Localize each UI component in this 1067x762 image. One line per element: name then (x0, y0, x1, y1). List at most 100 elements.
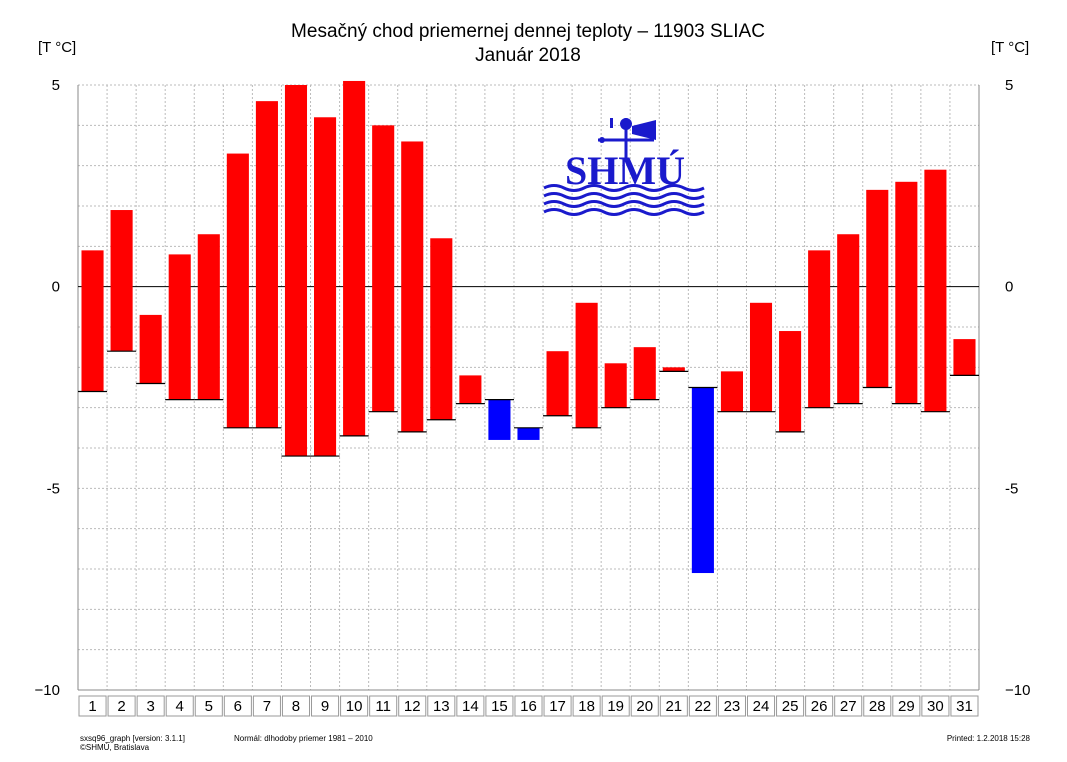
y-tick-label-left: 0 (52, 279, 60, 296)
day-label: 25 (782, 698, 799, 715)
y-axis-label-right: [T °C] (991, 39, 1029, 56)
day-label: 9 (321, 698, 329, 715)
bar-day-4 (168, 254, 191, 400)
y-tick-label-right: 0 (1005, 279, 1013, 296)
day-box (165, 695, 194, 717)
day-box (688, 695, 717, 717)
bar-day-13 (430, 238, 453, 420)
footer-version: sxsq96_graph [version: 3.1.1] (80, 734, 185, 743)
chart-title: Mesačný chod priemernej dennej teploty –… (291, 21, 765, 42)
y-tick-label-right: 5 (1005, 77, 1013, 94)
day-label: 31 (956, 698, 973, 715)
bar-day-21 (662, 367, 685, 372)
day-label: 28 (869, 698, 886, 715)
bar-day-26 (808, 250, 831, 408)
bar-day-17 (546, 351, 569, 416)
day-label: 26 (811, 698, 828, 715)
bar-day-12 (401, 141, 424, 432)
day-label: 16 (520, 698, 537, 715)
day-box (340, 695, 369, 717)
day-box (311, 695, 340, 717)
bar-day-15 (488, 399, 511, 440)
day-label: 14 (462, 698, 479, 715)
day-box (834, 695, 863, 717)
bar-day-20 (633, 347, 656, 400)
day-label: 12 (404, 698, 421, 715)
y-tick-label-right: -5 (1005, 480, 1018, 497)
day-label: 1 (88, 698, 96, 715)
bar-day-5 (197, 234, 220, 400)
bar-day-14 (459, 375, 482, 404)
day-box (427, 695, 456, 717)
day-box (892, 695, 921, 717)
day-label: 8 (292, 698, 300, 715)
bar-day-10 (343, 80, 366, 436)
day-box (398, 695, 427, 717)
bar-day-22 (691, 387, 714, 574)
day-box (107, 695, 136, 717)
bar-day-3 (139, 314, 162, 384)
y-tick-label-left: -5 (47, 480, 60, 497)
bar-day-19 (604, 363, 627, 408)
bar-day-9 (314, 117, 337, 457)
footer-normal: Normál: dlhodoby priemer 1981 – 2010 (234, 734, 373, 743)
day-label: 2 (117, 698, 125, 715)
bar-day-2 (110, 210, 133, 352)
day-label: 22 (695, 698, 712, 715)
day-labels: 1 2 3 4 5 6 7 8 9 10 11 12 13 14 15 16 17 18 19 20 21 22 23 24 2… (78, 695, 979, 717)
y-tick-label-right: −10 (1005, 682, 1030, 699)
bar-day-1 (81, 250, 104, 392)
bar-day-11 (372, 125, 395, 412)
bar-day-23 (720, 371, 743, 412)
day-box (572, 695, 601, 717)
y-tick-label-left: 5 (52, 77, 60, 94)
day-label: 10 (346, 698, 363, 715)
bar-day-18 (575, 302, 598, 428)
bar-day-8 (284, 85, 308, 457)
day-label: 3 (146, 698, 154, 715)
bars (81, 80, 976, 574)
bar-day-28 (866, 189, 889, 388)
day-label: 13 (433, 698, 450, 715)
bar-day-25 (779, 331, 802, 432)
day-box (514, 695, 543, 717)
day-label: 18 (578, 698, 595, 715)
waves-icon (543, 184, 705, 216)
bar-day-16 (517, 427, 540, 440)
day-box (281, 695, 311, 717)
day-box (659, 695, 688, 717)
day-box (194, 695, 223, 717)
logo-text: SHMÚ (565, 148, 685, 193)
day-box (252, 695, 281, 717)
footer-copyright: ©SHMÚ, Bratislava (80, 743, 150, 752)
day-box (456, 695, 485, 717)
y-tick-labels: 5 5 0 0 -5 -5 −10 −10 (35, 77, 1031, 699)
day-box (950, 695, 979, 717)
day-label: 19 (607, 698, 624, 715)
day-label: 27 (840, 698, 857, 715)
normal-markers (78, 350, 979, 457)
bar-day-31 (953, 339, 976, 376)
day-box (630, 695, 659, 717)
day-box (717, 695, 746, 717)
day-label: 4 (176, 698, 184, 715)
bar-day-7 (255, 101, 278, 428)
day-label: 6 (234, 698, 242, 715)
day-label: 17 (549, 698, 566, 715)
day-box (78, 695, 107, 717)
day-label: 11 (375, 698, 391, 715)
day-box (543, 695, 572, 717)
day-label: 29 (898, 698, 915, 715)
day-label: 30 (927, 698, 944, 715)
day-box (805, 695, 834, 717)
bar-day-6 (226, 153, 249, 428)
chart-subtitle: Január 2018 (475, 45, 581, 66)
day-label: 15 (491, 698, 508, 715)
day-box (746, 695, 776, 717)
day-label: 20 (636, 698, 653, 715)
bar-day-27 (837, 234, 860, 404)
day-box (921, 695, 950, 717)
gridlines (77, 84, 980, 691)
day-box (601, 695, 630, 717)
